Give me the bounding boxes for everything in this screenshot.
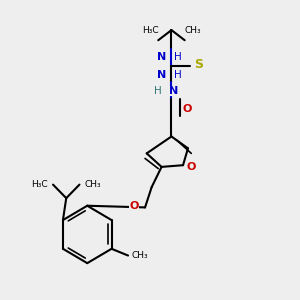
Text: CH₃: CH₃: [131, 251, 148, 260]
Text: H₃C: H₃C: [32, 180, 48, 189]
Text: O: O: [187, 162, 196, 172]
Text: O: O: [182, 104, 192, 115]
Text: H: H: [174, 52, 182, 62]
Text: H: H: [174, 70, 182, 80]
Text: CH₃: CH₃: [185, 26, 201, 34]
Text: O: O: [129, 201, 138, 211]
Text: H: H: [154, 86, 162, 96]
Text: H₃C: H₃C: [142, 26, 158, 34]
Text: N: N: [157, 70, 166, 80]
Text: CH₃: CH₃: [84, 180, 101, 189]
Text: N: N: [157, 52, 166, 62]
Text: N: N: [169, 86, 178, 96]
Text: S: S: [195, 58, 204, 71]
